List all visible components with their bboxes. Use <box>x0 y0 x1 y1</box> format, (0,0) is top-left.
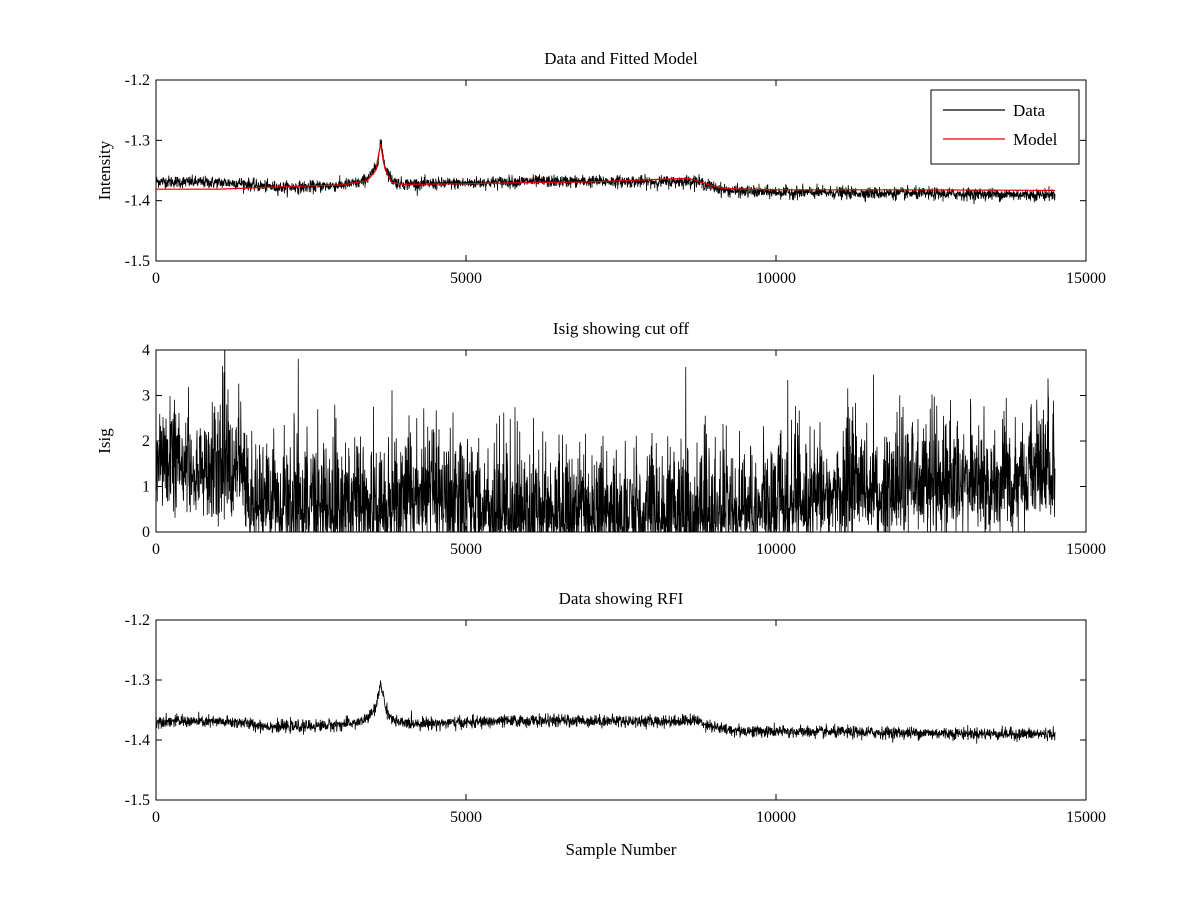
series-line-model <box>156 144 1056 192</box>
y-tick-label: -1.5 <box>125 792 150 809</box>
x-tick-label: 15000 <box>1066 541 1106 558</box>
legend-box <box>930 89 1080 165</box>
x-tick-label: 15000 <box>1066 809 1106 826</box>
y-tick-label: 3 <box>142 388 150 405</box>
chart-panel-1: 0 5000 10000 15000 -1.5 -1.4 -1.3 -1.2 Data and … <box>95 49 1106 287</box>
y-axis-label: Intensity <box>95 140 114 200</box>
legend-entry: Model <box>1013 130 1058 149</box>
series-line-data <box>156 680 1056 744</box>
series-line-isig <box>156 350 1056 532</box>
y-axis-label: Isig <box>95 428 114 454</box>
x-tick-label: 5000 <box>450 809 482 826</box>
x-tick-label: 10000 <box>756 541 796 558</box>
y-tick-label: -1.2 <box>125 612 150 629</box>
chart-title: Data showing RFI <box>559 589 684 608</box>
chart-title: Data and Fitted Model <box>544 49 698 68</box>
x-tick-label: 15000 <box>1066 270 1106 287</box>
x-tick-label: 10000 <box>756 809 796 826</box>
x-tick-label: 10000 <box>756 270 796 287</box>
y-tick-label: -1.2 <box>125 72 150 89</box>
legend-entry: Data <box>1013 101 1046 120</box>
axes-frame <box>155 79 1087 262</box>
y-tick-label: 4 <box>142 342 150 359</box>
y-tick-label: -1.4 <box>125 193 150 210</box>
axes-frame <box>155 619 1087 801</box>
chart-panel-3: 0 5000 10000 15000 -1.5 -1.4 -1.3 -1.2 Data show… <box>125 589 1106 859</box>
x-tick-label: 0 <box>152 541 160 558</box>
y-tick-label: -1.5 <box>125 253 150 270</box>
chart-title: Isig showing cut off <box>553 319 689 338</box>
y-tick-label: 0 <box>142 524 150 541</box>
chart-panel-2: 0 5000 10000 15000 0 1 2 3 4 Isig showing cut off… <box>95 319 1106 558</box>
y-tick-label: -1.4 <box>125 732 150 749</box>
legend: Data Model <box>930 89 1080 165</box>
y-tick-label: -1.3 <box>125 132 150 149</box>
series-line-data <box>156 139 1056 205</box>
y-tick-label: 2 <box>142 433 150 450</box>
x-tick-label: 5000 <box>450 270 482 287</box>
x-tick-label: 0 <box>152 809 160 826</box>
y-tick-label: -1.3 <box>125 672 150 689</box>
x-tick-label: 5000 <box>450 541 482 558</box>
y-tick-label: 1 <box>142 479 150 496</box>
x-axis-label: Sample Number <box>566 840 677 859</box>
x-tick-label: 0 <box>152 270 160 287</box>
